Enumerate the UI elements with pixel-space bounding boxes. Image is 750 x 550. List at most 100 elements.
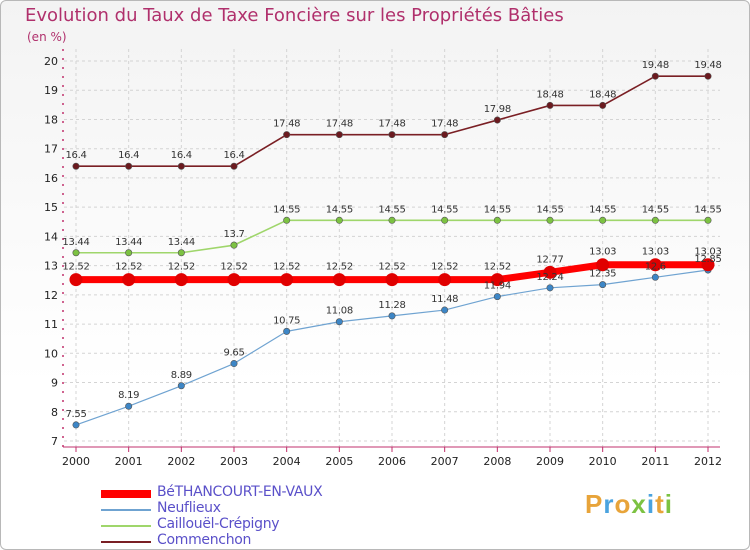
data-point-commenchon [72, 162, 80, 170]
x-tick-label: 2008 [483, 455, 511, 468]
data-label-b-thancourt-en-vaux: 12.77 [536, 254, 563, 265]
data-label-b-thancourt-en-vaux: 13.03 [642, 247, 669, 258]
y-tick-label: 17 [44, 143, 58, 156]
data-label-neuflieux: 12.6 [645, 261, 666, 272]
data-label-b-thancourt-en-vaux: 12.52 [115, 262, 142, 273]
x-tick-label: 2009 [536, 455, 564, 468]
data-point-commenchon [335, 131, 343, 139]
data-label-b-thancourt-en-vaux: 13.03 [694, 247, 721, 258]
data-label-b-thancourt-en-vaux: 12.52 [378, 262, 405, 273]
data-label-neuflieux: 9.65 [223, 348, 244, 359]
y-tick-label: 14 [44, 230, 58, 243]
data-point-caillou-l-cr-pigny [599, 216, 607, 224]
logo-letter: i [646, 489, 656, 519]
y-tick-label: 16 [44, 172, 58, 185]
data-point-caillou-l-cr-pigny [335, 216, 343, 224]
x-tick-label: 2005 [325, 455, 353, 468]
data-label-commenchon: 17.98 [484, 104, 511, 115]
y-tick-label: 18 [44, 113, 58, 126]
series-lines [69, 72, 715, 429]
data-label-neuflieux: 10.75 [273, 315, 300, 326]
x-tick-label: 2002 [167, 455, 195, 468]
data-label-b-thancourt-en-vaux: 12.52 [326, 262, 353, 273]
y-tick-label: 12 [44, 289, 58, 302]
logo-letter: t [655, 489, 665, 519]
y-tick-label: 8 [51, 406, 58, 419]
data-point-caillou-l-cr-pigny [651, 216, 659, 224]
data-point-b-thancourt-en-vaux [490, 273, 504, 287]
data-point-neuflieux [72, 421, 80, 429]
series-line-neuflieux [75, 269, 709, 426]
data-label-commenchon: 17.48 [273, 119, 300, 130]
y-tick-label: 20 [44, 55, 58, 68]
y-tick-label: 15 [44, 201, 58, 214]
data-point-b-thancourt-en-vaux [438, 273, 452, 287]
logo-letter: i [664, 489, 673, 519]
x-tick-label: 2000 [62, 455, 90, 468]
data-label-neuflieux: 12.85 [694, 254, 721, 265]
data-point-neuflieux [125, 402, 133, 410]
grid [64, 49, 720, 447]
axes: 7 8 9 10 11 12 13 14 15 16 17 18 19 20 2000 2001 2002 200… [44, 49, 722, 468]
data-label-caillou-l-cr-pigny: 14.55 [484, 204, 511, 215]
data-label-caillou-l-cr-pigny: 14.55 [694, 204, 721, 215]
data-label-neuflieux: 12.35 [589, 269, 616, 280]
data-point-commenchon [177, 162, 185, 170]
data-point-neuflieux [493, 293, 501, 301]
data-point-neuflieux [651, 273, 659, 281]
data-label-commenchon: 17.48 [378, 119, 405, 130]
data-label-b-thancourt-en-vaux: 12.52 [431, 262, 458, 273]
data-label-commenchon: 17.48 [431, 119, 458, 130]
data-point-caillou-l-cr-pigny [177, 249, 185, 257]
proxiti-logo: Proxiti [585, 489, 673, 520]
y-tick-label: 13 [44, 260, 58, 273]
data-label-caillou-l-cr-pigny: 14.55 [326, 204, 353, 215]
data-label-commenchon: 18.48 [589, 89, 616, 100]
data-point-commenchon [441, 131, 449, 139]
data-label-b-thancourt-en-vaux: 13.03 [589, 247, 616, 258]
data-point-b-thancourt-en-vaux [227, 273, 241, 287]
data-point-caillou-l-cr-pigny [704, 216, 712, 224]
data-point-neuflieux [599, 281, 607, 289]
data-label-commenchon: 16.4 [118, 150, 139, 161]
data-point-b-thancourt-en-vaux [280, 273, 294, 287]
data-point-b-thancourt-en-vaux [174, 273, 188, 287]
data-label-commenchon: 16.4 [171, 150, 192, 161]
data-point-commenchon [493, 116, 501, 124]
data-point-neuflieux [177, 382, 185, 390]
data-point-caillou-l-cr-pigny [441, 216, 449, 224]
data-label-neuflieux: 11.94 [484, 281, 511, 292]
data-point-neuflieux [546, 284, 554, 292]
data-label-caillou-l-cr-pigny: 13.44 [62, 237, 89, 248]
data-point-commenchon [704, 72, 712, 80]
x-tick-label: 2007 [431, 455, 459, 468]
x-tick-label: 2010 [589, 455, 617, 468]
data-point-b-thancourt-en-vaux [701, 258, 715, 272]
legend-swatch [101, 525, 151, 527]
data-label-caillou-l-cr-pigny: 13.44 [168, 237, 195, 248]
data-point-commenchon [230, 162, 238, 170]
data-point-neuflieux [230, 360, 238, 368]
data-label-commenchon: 19.48 [694, 60, 721, 71]
logo-letter: o [614, 489, 632, 519]
x-tick-label: 2012 [694, 455, 722, 468]
data-point-commenchon [546, 101, 554, 109]
x-tick-label: 2006 [378, 455, 406, 468]
data-label-caillou-l-cr-pigny: 14.55 [642, 204, 669, 215]
data-label-caillou-l-cr-pigny: 14.55 [431, 204, 458, 215]
data-label-caillou-l-cr-pigny: 14.55 [589, 204, 616, 215]
data-label-commenchon: 17.48 [326, 119, 353, 130]
data-point-b-thancourt-en-vaux [69, 273, 83, 287]
data-point-b-thancourt-en-vaux [385, 273, 399, 287]
data-label-caillou-l-cr-pigny: 13.44 [115, 237, 142, 248]
data-label-b-thancourt-en-vaux: 12.52 [273, 262, 300, 273]
data-point-neuflieux [335, 318, 343, 326]
y-tick-label: 10 [44, 347, 58, 360]
legend-swatch [101, 541, 151, 543]
data-point-caillou-l-cr-pigny [72, 249, 80, 257]
data-point-neuflieux [441, 306, 449, 314]
legend-swatch [101, 490, 151, 498]
data-label-neuflieux: 12.24 [536, 272, 563, 283]
